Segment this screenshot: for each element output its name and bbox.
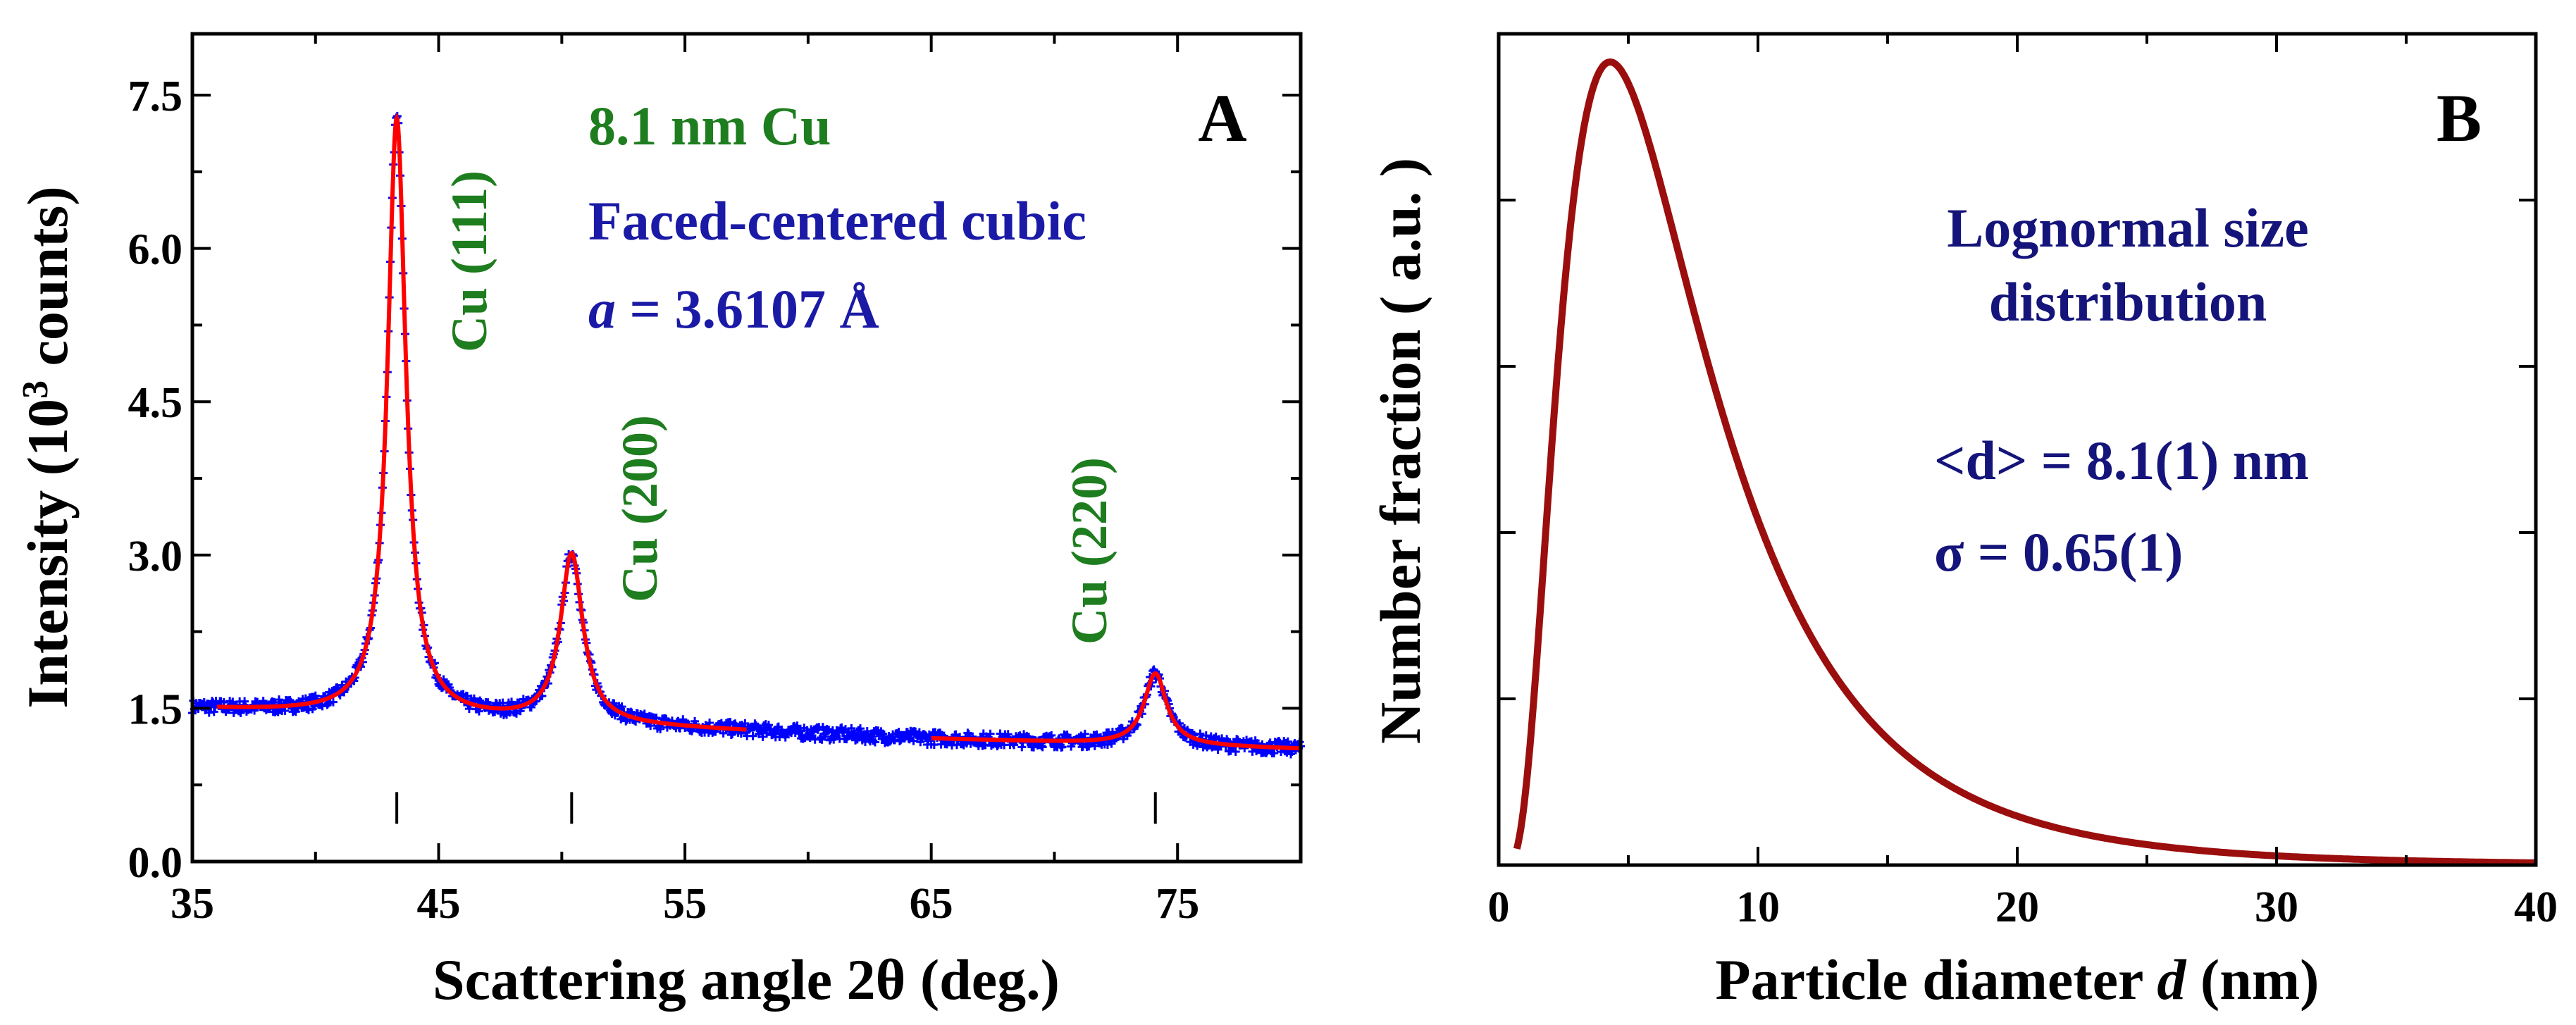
x-tick-label: 65 (910, 880, 953, 928)
measured-point (894, 728, 903, 737)
y-tick-label: 6.0 (128, 226, 183, 274)
panel-b-title-line-1: Lognormal size (1947, 197, 2308, 259)
measured-point (1080, 729, 1089, 738)
lattice-symbol: a (588, 278, 616, 340)
lattice-value: = 3.6107 Å (616, 278, 879, 340)
measured-point (748, 731, 757, 740)
panel-b-x-axis-title: Particle diameter d (nm) (1716, 948, 2320, 1012)
measured-point (328, 697, 338, 707)
measured-point (474, 707, 483, 716)
panel-a-data-layer (188, 111, 1305, 824)
measured-point (1090, 741, 1099, 750)
panel-a-letter: A (1198, 80, 1246, 156)
panel-a-x-axis-title: Scattering angle 2θ (deg.) (433, 948, 1060, 1012)
measured-point (986, 729, 995, 738)
measured-point (1047, 731, 1056, 740)
panel-b-letter: B (2436, 80, 2482, 156)
x-title-italic: d (2157, 948, 2186, 1012)
x-tick-label: 20 (1995, 883, 2039, 931)
panel-a-lattice-parameter: a = 3.6107 Å (588, 278, 879, 340)
x-tick-label: 45 (417, 880, 461, 928)
peak-label-cu-200: Cu (200) (612, 415, 668, 602)
y-title-main: Intensity (10 (16, 399, 80, 709)
y-tick-label: 0.0 (128, 839, 183, 887)
y-title-end: counts) (16, 186, 80, 380)
x-tick-label: 0 (1488, 883, 1510, 931)
size-distribution-curve (1513, 58, 2539, 866)
x-tick-label: 55 (663, 880, 707, 928)
panel-a-plot-frame (190, 32, 1303, 864)
measured-point (1283, 737, 1292, 746)
y-tick-label: 4.5 (128, 379, 183, 427)
fit-line (217, 112, 747, 732)
y-tick-label: 1.5 (128, 685, 183, 733)
peak-label-cu-220: Cu (220) (1061, 457, 1117, 645)
panel-a-size-label: 8.1 nm Cu (588, 95, 831, 156)
panel-a-y-axis-title: Intensity (103 counts) (16, 186, 80, 708)
x-tick-label: 75 (1156, 880, 1199, 928)
x-title-end: (nm) (2186, 948, 2319, 1012)
measured-point (656, 724, 665, 733)
panel-b-title-line-2: distribution (1989, 271, 2267, 333)
panel-b: 0 10 20 30 40 B Lognormal size distribution … (1368, 32, 2558, 1012)
measured-point (1058, 743, 1067, 752)
measured-point (1038, 743, 1047, 752)
measured-point (318, 702, 327, 711)
panel-a: 35 45 55 65 75 0.0 1.5 3.0 4.5 6.0 7.5 A 8.1 nm Cu… (16, 32, 1305, 1012)
fit-line (931, 671, 1301, 751)
x-tick-label: 40 (2514, 883, 2558, 931)
measured-point (847, 723, 856, 733)
y-title-superscript: 3 (16, 380, 56, 399)
panel-b-sigma-label: σ = 0.65(1) (1934, 521, 2183, 583)
measured-point (1270, 749, 1279, 758)
panel-a-structure-label: Faced-centered cubic (588, 190, 1086, 251)
panel-b-ticks: 0 10 20 30 40 (1488, 32, 2558, 931)
y-tick-label: 3.0 (128, 533, 183, 580)
x-tick-label: 30 (2255, 883, 2298, 931)
peak-label-cu-111: Cu (111) (441, 170, 497, 352)
panel-b-data-layer (1513, 58, 2539, 866)
measured-point (905, 735, 914, 744)
measured-point (1231, 747, 1240, 756)
panel-a-ticks: 35 45 55 65 75 0.0 1.5 3.0 4.5 6.0 7.5 (128, 34, 1301, 928)
x-title-main: Particle diameter (1716, 948, 2157, 1012)
x-tick-label: 35 (171, 880, 214, 928)
measured-point (870, 738, 879, 747)
panel-b-y-axis-title: Number fraction ( a.u. ) (1368, 158, 1432, 744)
panel-b-mean-label: <d> = 8.1(1) nm (1934, 430, 2309, 491)
x-tick-label: 10 (1736, 883, 1780, 931)
measured-point (617, 702, 626, 712)
y-tick-label: 7.5 (128, 73, 183, 120)
